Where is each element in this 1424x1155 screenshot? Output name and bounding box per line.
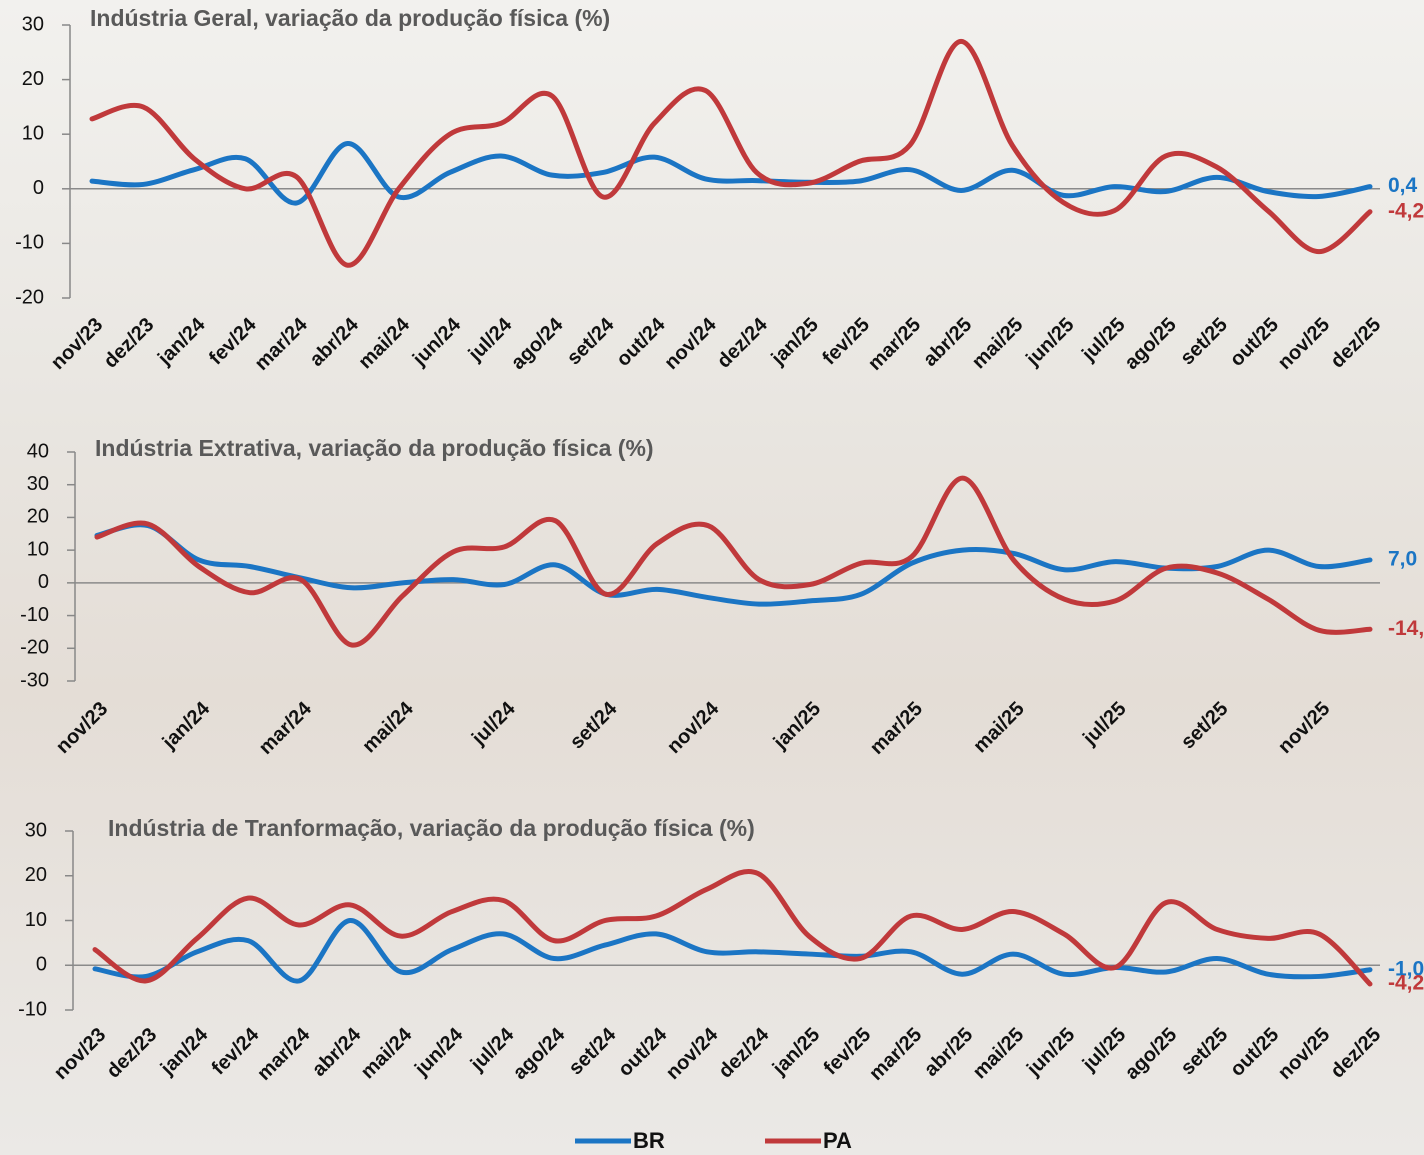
x-tick-label: jun/25 [1021,314,1078,371]
x-tick-label: jun/25 [1022,1024,1079,1081]
x-tick-label: nov/24 [660,313,721,374]
page: Indústria Geral, variação da produção fí… [0,0,1424,1155]
x-tick-label: dez/23 [100,314,159,373]
x-tick-label: mai/25 [969,698,1029,758]
y-tick-label: -30 [20,669,49,691]
x-tick-label: dez/23 [102,1024,161,1083]
value-label: -14,2 [1388,617,1424,640]
x-tick-label: mar/25 [864,314,925,375]
x-tick-label: nov/25 [1274,1024,1334,1084]
value-label: 7,0 [1388,548,1417,571]
x-tick-label: ago/25 [1120,314,1180,374]
data-line [97,478,1370,645]
x-tick-label: set/25 [1177,1024,1233,1080]
x-tick-label: jun/24 [408,313,466,371]
y-tick-label: 20 [22,68,44,90]
x-tick-label: mar/25 [866,698,927,759]
charts: Indústria Geral, variação da produção fí… [0,0,1424,1155]
y-tick-label: 20 [27,506,49,528]
chart-title: Indústria Extrativa, variação da produçã… [95,435,654,461]
data-line [95,920,1370,981]
x-tick-label: jul/25 [1078,698,1130,750]
x-tick-label: ago/24 [509,1023,570,1084]
y-tick-label: 10 [27,538,49,560]
x-tick-label: out/24 [614,1023,672,1081]
y-tick-label: 0 [33,177,44,199]
y-tick-label: -20 [20,637,49,659]
x-tick-label: set/24 [563,313,619,369]
x-tick-label: mai/24 [354,313,414,373]
x-tick-label: set/24 [566,697,622,753]
x-tick-label: abr/25 [920,1024,977,1081]
data-line [92,41,1370,265]
x-tick-label: ago/25 [1121,1024,1181,1084]
y-tick-label: 0 [36,954,47,976]
x-tick-label: set/24 [565,1023,621,1079]
x-tick-label: mai/24 [358,697,418,757]
x-tick-label: nov/25 [1274,698,1334,758]
y-tick-label: 30 [22,13,44,35]
y-tick-label: -10 [15,232,44,254]
x-tick-label: mai/25 [968,314,1028,374]
x-tick-label: nov/23 [52,698,112,758]
x-tick-label: nov/24 [662,1023,723,1084]
x-tick-label: set/25 [1176,314,1232,370]
x-tick-label: nov/23 [50,1024,110,1084]
x-tick-label: mar/25 [865,1024,926,1085]
x-tick-label: jan/24 [156,1023,213,1080]
x-tick-label: jan/24 [153,313,210,370]
y-tick-label: 0 [38,571,49,593]
y-tick-label: 30 [25,819,47,841]
chart-title: Indústria Geral, variação da produção fí… [90,5,610,31]
y-tick-label: 20 [25,864,47,886]
x-tick-label: jul/24 [467,697,520,750]
y-tick-label: 10 [22,122,44,144]
x-tick-label: jan/25 [767,314,823,370]
x-tick-label: mar/24 [253,1023,315,1085]
y-tick-label: 10 [25,909,47,931]
x-tick-label: jan/25 [769,698,825,754]
value-label: -4,2 [1388,972,1424,995]
x-tick-label: jan/25 [768,1024,824,1080]
x-tick-label: nov/24 [663,697,724,758]
x-tick-label: out/25 [1226,314,1283,371]
x-tick-label: jan/24 [158,697,215,754]
x-tick-label: nov/23 [47,314,107,374]
x-tick-label: set/25 [1177,698,1233,754]
x-tick-label: out/24 [612,313,670,371]
x-tick-label: mar/24 [255,697,317,759]
y-tick-label: -10 [20,604,49,626]
y-tick-label: -20 [15,286,44,308]
x-tick-label: abr/25 [919,314,976,371]
x-tick-label: abr/24 [306,313,364,371]
x-tick-label: abr/24 [308,1023,366,1081]
x-tick-label: dez/25 [1326,314,1385,373]
legend-label: BR [633,1128,665,1153]
x-tick-label: dez/25 [1326,1024,1385,1083]
x-tick-label: out/25 [1226,1024,1283,1081]
y-tick-label: 30 [27,473,49,495]
x-tick-label: ago/24 [507,313,568,374]
x-tick-label: nov/25 [1274,314,1334,374]
x-tick-label: jun/24 [410,1023,468,1081]
x-tick-label: mai/25 [969,1024,1029,1084]
x-tick-label: dez/24 [714,1023,773,1082]
value-label: -4,2 [1388,199,1424,222]
legend-label: PA [823,1128,852,1153]
x-tick-label: dez/24 [713,313,772,372]
y-tick-label: -10 [18,998,47,1020]
x-tick-label: mar/24 [251,313,313,375]
y-tick-label: 40 [27,440,49,462]
chart-title: Indústria de Tranformação, variação da p… [108,815,755,841]
value-label: 0,4 [1388,174,1418,197]
x-tick-label: mai/24 [357,1023,417,1083]
